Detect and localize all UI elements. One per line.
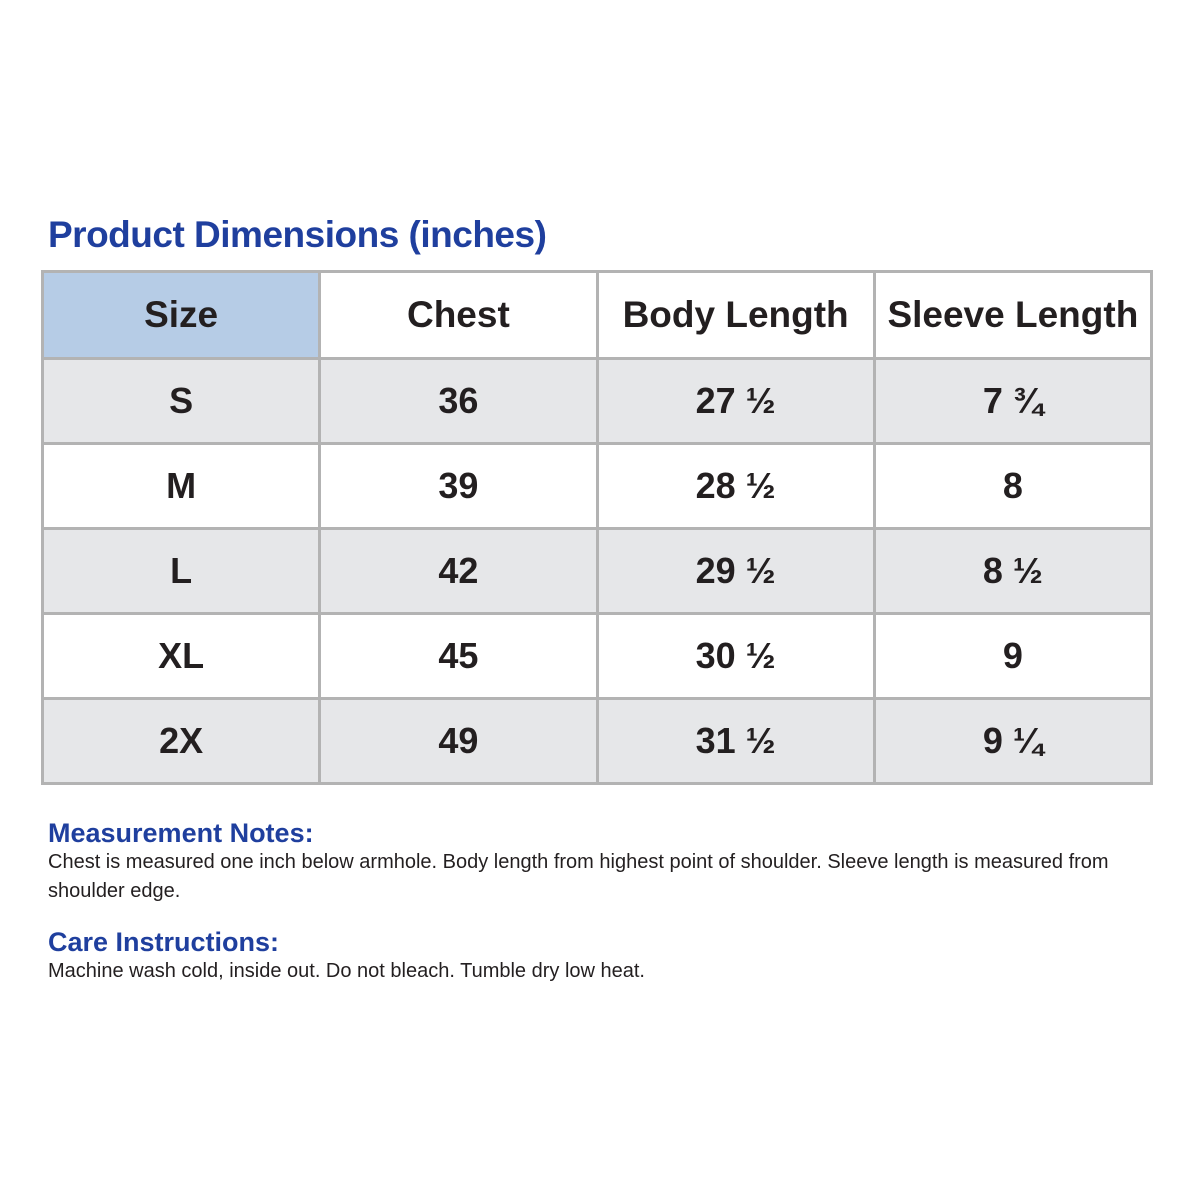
header-size: Size [40, 270, 322, 360]
cell-chest: 49 [318, 697, 599, 785]
cell-chest: 42 [318, 527, 599, 615]
cell-size: S [40, 357, 322, 445]
cell-sleeve-length: 9 ¼ [872, 697, 1154, 785]
table-header-row: Size Chest Body Length Sleeve Length [40, 270, 1154, 360]
cell-sleeve-length: 8 [872, 442, 1154, 530]
care-instructions: Care Instructions: Machine wash cold, in… [48, 927, 1138, 986]
measurement-notes: Measurement Notes: Chest is measured one… [48, 818, 1138, 906]
page-title: Product Dimensions (inches) [48, 214, 547, 255]
measurement-notes-text: Chest is measured one inch below armhole… [48, 851, 1109, 902]
header-sleeve-length: Sleeve Length [872, 270, 1154, 360]
cell-sleeve-length: 8 ½ [872, 527, 1154, 615]
cell-body-length: 30 ½ [595, 612, 876, 700]
care-instructions-heading: Care Instructions: [48, 927, 280, 957]
cell-body-length: 27 ½ [595, 357, 876, 445]
cell-size: M [40, 442, 322, 530]
header-body-length: Body Length [595, 270, 876, 360]
cell-size: 2X [40, 697, 322, 785]
cell-size: XL [40, 612, 322, 700]
cell-body-length: 29 ½ [595, 527, 876, 615]
measurement-notes-heading: Measurement Notes: [48, 818, 314, 848]
cell-chest: 36 [318, 357, 599, 445]
cell-body-length: 31 ½ [595, 697, 876, 785]
cell-chest: 39 [318, 442, 599, 530]
size-chart-table: Size Chest Body Length Sleeve Length S 36… [40, 270, 1154, 785]
cell-size: L [40, 527, 322, 615]
cell-body-length: 28 ½ [595, 442, 876, 530]
care-instructions-text: Machine wash cold, inside out. Do not bl… [48, 960, 645, 982]
cell-chest: 45 [318, 612, 599, 700]
cell-sleeve-length: 7 ¾ [872, 357, 1154, 445]
header-chest: Chest [318, 270, 599, 360]
cell-sleeve-length: 9 [872, 612, 1154, 700]
